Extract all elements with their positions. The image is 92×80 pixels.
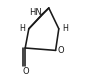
Text: H: H — [62, 24, 68, 33]
Text: O: O — [22, 67, 29, 76]
Text: H: H — [19, 24, 25, 32]
Text: HN: HN — [29, 8, 42, 17]
Text: O: O — [58, 46, 64, 55]
